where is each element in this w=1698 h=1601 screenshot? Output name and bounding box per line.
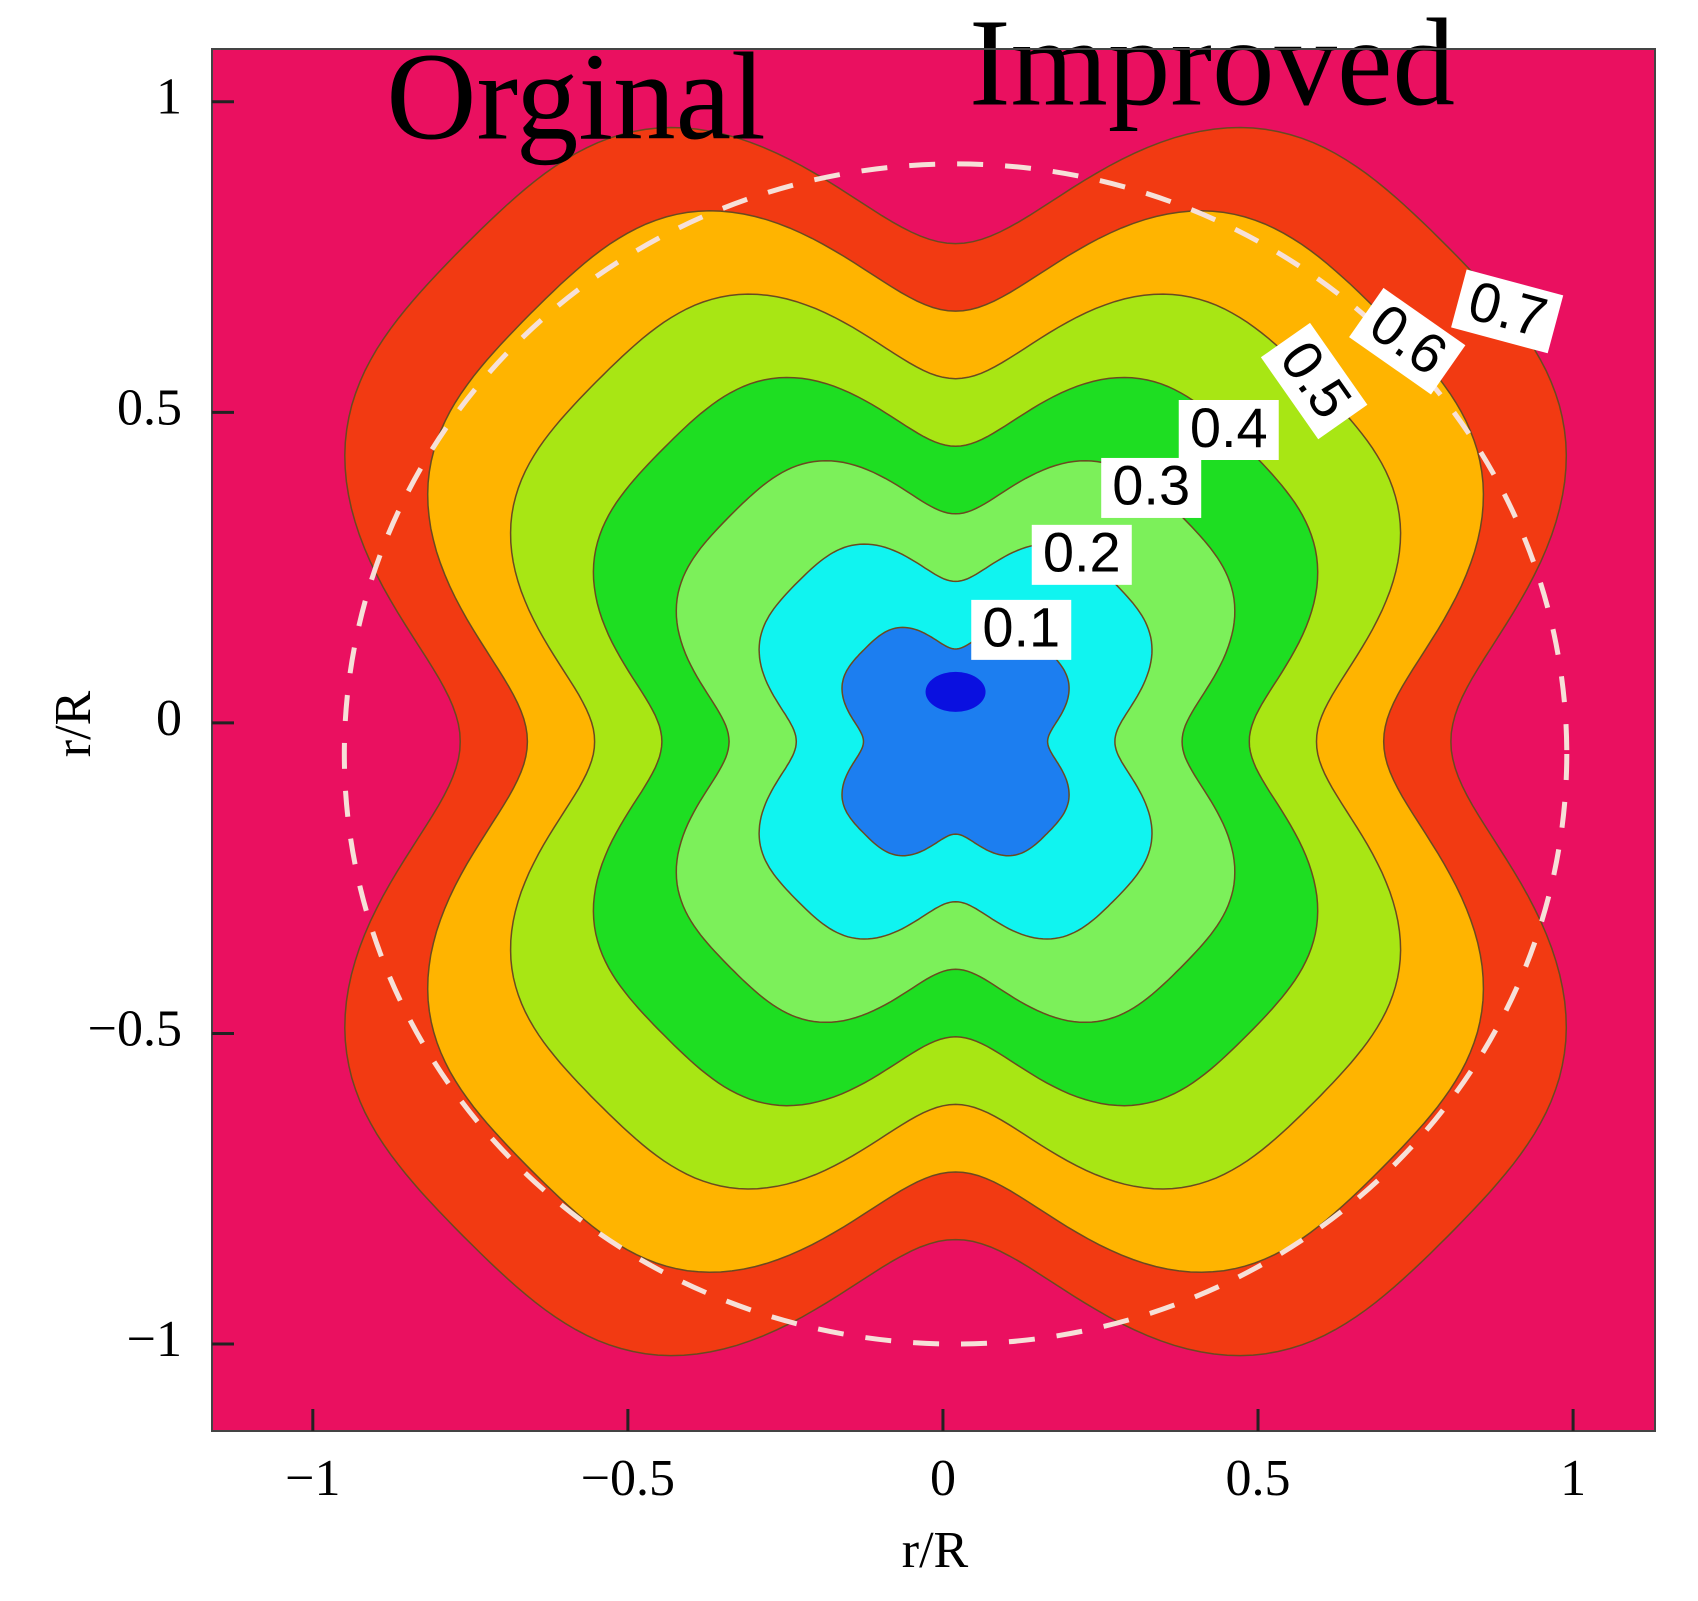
minimum-spot xyxy=(925,671,986,712)
contour-label-group: 0.3 xyxy=(1101,454,1202,518)
x-tick-label: 1 xyxy=(1560,1450,1586,1507)
contour-label: 0.2 xyxy=(1043,521,1121,584)
x-tick-label: 0 xyxy=(930,1450,956,1507)
plot-frame xyxy=(211,48,1656,1432)
x-tick-label: −0.5 xyxy=(581,1450,675,1507)
x-tick-label: 0.5 xyxy=(1226,1450,1291,1507)
contour-label-group: 0.1 xyxy=(971,596,1072,660)
contour-label-bg xyxy=(1101,457,1202,518)
contour-label-bg xyxy=(1260,322,1368,440)
y-tick-label: 1 xyxy=(156,69,182,126)
contour-label-group: 0.4 xyxy=(1178,396,1279,461)
x-axis-label: r/R xyxy=(902,1522,969,1579)
contour-label: 0.1 xyxy=(982,596,1060,659)
plot-area: 0.10.20.30.4 0.50.6 0.7 xyxy=(212,49,1655,1431)
contour-label-bg xyxy=(1178,400,1279,461)
contour-label-bg xyxy=(1349,287,1466,395)
y-tick-label: 0.5 xyxy=(117,379,182,436)
x-tick-label: −1 xyxy=(285,1450,340,1507)
contour-label-group: 0.2 xyxy=(1031,521,1132,585)
annotation: Improved xyxy=(969,0,1455,133)
contour-label-bg xyxy=(1451,269,1564,354)
annotation: Orginal xyxy=(386,29,766,167)
contour-label-bg xyxy=(971,599,1072,660)
y-tick-label: −0.5 xyxy=(88,1000,182,1057)
y-tick-label: −1 xyxy=(127,1311,182,1368)
contour-region xyxy=(841,626,1070,857)
reference-circle xyxy=(341,161,1570,1347)
contour-label: 0.3 xyxy=(1112,454,1190,517)
contour-label: 0.4 xyxy=(1190,396,1268,459)
y-axis-label: r/R xyxy=(45,690,102,757)
contour-label-bg xyxy=(1031,524,1132,585)
y-tick-label: 0 xyxy=(156,690,182,747)
